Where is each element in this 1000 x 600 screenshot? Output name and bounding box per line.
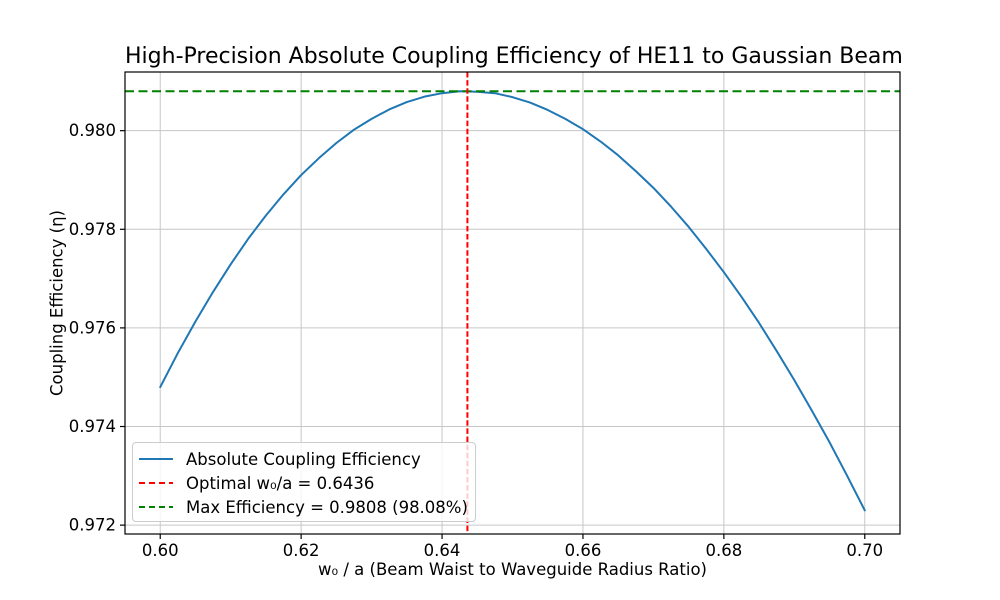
legend: Absolute Coupling Efficiency Optimal w₀/… [132, 442, 476, 522]
y-tick-label: 0.974 [69, 417, 116, 436]
x-tick-label: 0.62 [283, 541, 320, 560]
x-tick-label: 0.68 [705, 541, 742, 560]
legend-line-sample-dashed-green [139, 506, 173, 508]
y-tick-label: 0.976 [69, 318, 116, 337]
x-tick-label: 0.70 [846, 541, 883, 560]
legend-line-sample-solid [139, 458, 173, 460]
legend-item-label: Absolute Coupling Efficiency [186, 449, 421, 469]
legend-item-label: Max Efficiency = 0.9808 (98.08%) [186, 497, 468, 517]
x-axis-label: w₀ / a (Beam Waist to Waveguide Radius R… [318, 560, 707, 579]
x-tick-label: 0.60 [142, 541, 179, 560]
legend-line-sample-dashed-red [139, 482, 173, 484]
y-axis-label: Coupling Efficiency (η) [47, 210, 67, 396]
chart-title: High-Precision Absolute Coupling Efficie… [125, 44, 903, 69]
y-tick-label: 0.972 [69, 516, 116, 535]
y-tick-label: 0.978 [69, 220, 116, 239]
legend-item: Absolute Coupling Efficiency [133, 447, 475, 471]
x-tick-label: 0.64 [424, 541, 461, 560]
legend-item-label: Optimal w₀/a = 0.6436 [186, 473, 375, 493]
legend-item: Optimal w₀/a = 0.6436 [133, 471, 475, 495]
axes-frame [124, 71, 901, 535]
efficiency-curve [159, 90, 866, 512]
x-tick-label: 0.66 [565, 541, 602, 560]
legend-item: Max Efficiency = 0.9808 (98.08%) [133, 495, 475, 519]
y-tick-label: 0.980 [69, 121, 116, 140]
